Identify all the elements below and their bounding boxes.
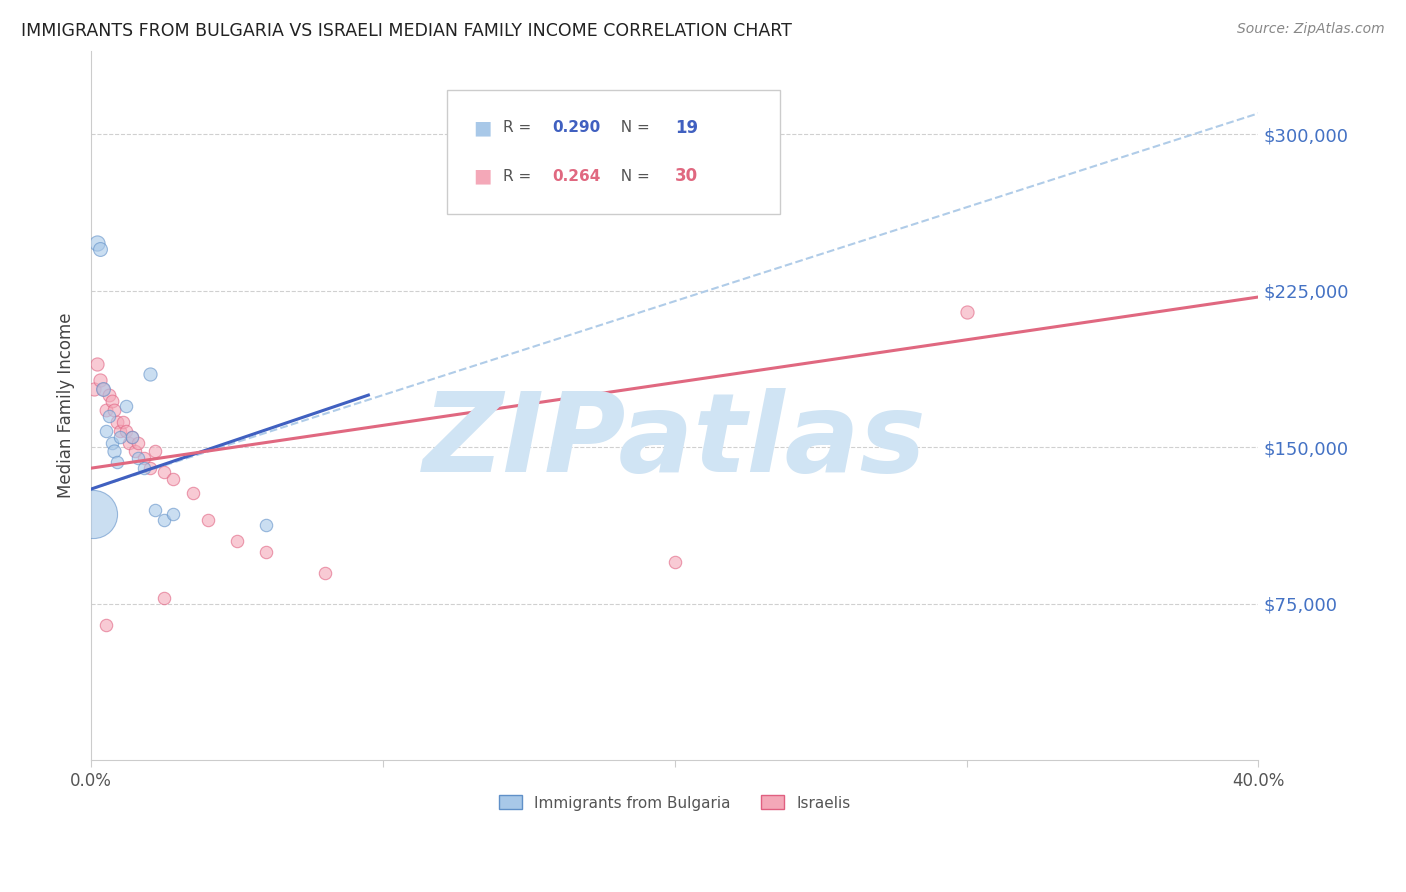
Point xyxy=(94,402,117,417)
Point xyxy=(121,430,143,444)
Text: N =: N = xyxy=(610,120,654,135)
Point xyxy=(103,402,125,417)
Point xyxy=(162,472,184,486)
Point xyxy=(153,513,176,527)
Point xyxy=(143,503,166,517)
Point xyxy=(181,486,204,500)
Point xyxy=(83,382,105,396)
Point xyxy=(118,436,141,450)
Point xyxy=(86,357,108,371)
Point xyxy=(89,242,111,256)
Point xyxy=(110,430,132,444)
Point xyxy=(112,415,135,429)
Point xyxy=(89,374,111,388)
Point xyxy=(127,450,149,465)
Point xyxy=(664,555,686,569)
Point xyxy=(132,461,155,475)
Point xyxy=(91,382,114,396)
Point xyxy=(100,394,122,409)
Legend: Immigrants from Bulgaria, Israelis: Immigrants from Bulgaria, Israelis xyxy=(494,789,856,816)
Text: 19: 19 xyxy=(675,119,697,136)
Point xyxy=(254,517,277,532)
Text: Source: ZipAtlas.com: Source: ZipAtlas.com xyxy=(1237,22,1385,37)
Point xyxy=(100,436,122,450)
Point xyxy=(226,534,249,549)
Point xyxy=(143,444,166,458)
Point xyxy=(127,436,149,450)
Text: R =: R = xyxy=(503,169,536,184)
Point xyxy=(97,388,120,402)
Point xyxy=(94,617,117,632)
Text: ■: ■ xyxy=(472,118,491,137)
Point xyxy=(107,455,129,469)
Point xyxy=(82,507,104,521)
FancyBboxPatch shape xyxy=(447,90,780,214)
Point xyxy=(162,507,184,521)
Point xyxy=(153,466,176,480)
Point xyxy=(132,450,155,465)
Point xyxy=(107,415,129,429)
Point xyxy=(103,444,125,458)
Text: 30: 30 xyxy=(675,167,697,185)
Point xyxy=(86,235,108,250)
Point xyxy=(121,430,143,444)
Text: N =: N = xyxy=(610,169,654,184)
Text: IMMIGRANTS FROM BULGARIA VS ISRAELI MEDIAN FAMILY INCOME CORRELATION CHART: IMMIGRANTS FROM BULGARIA VS ISRAELI MEDI… xyxy=(21,22,792,40)
Text: 0.290: 0.290 xyxy=(553,120,600,135)
Point xyxy=(124,444,146,458)
Point xyxy=(97,409,120,423)
Point xyxy=(138,368,160,382)
Point xyxy=(197,513,219,527)
Point xyxy=(115,424,138,438)
Point xyxy=(110,424,132,438)
Point xyxy=(138,461,160,475)
Point xyxy=(115,399,138,413)
Text: ZIPatlas: ZIPatlas xyxy=(423,387,927,494)
Text: ■: ■ xyxy=(472,167,491,186)
Point xyxy=(94,424,117,438)
Text: R =: R = xyxy=(503,120,536,135)
Point xyxy=(314,566,336,580)
Point xyxy=(91,382,114,396)
Point xyxy=(153,591,176,605)
Y-axis label: Median Family Income: Median Family Income xyxy=(58,313,75,499)
Point xyxy=(956,304,979,318)
Point xyxy=(254,544,277,558)
Text: 0.264: 0.264 xyxy=(553,169,600,184)
